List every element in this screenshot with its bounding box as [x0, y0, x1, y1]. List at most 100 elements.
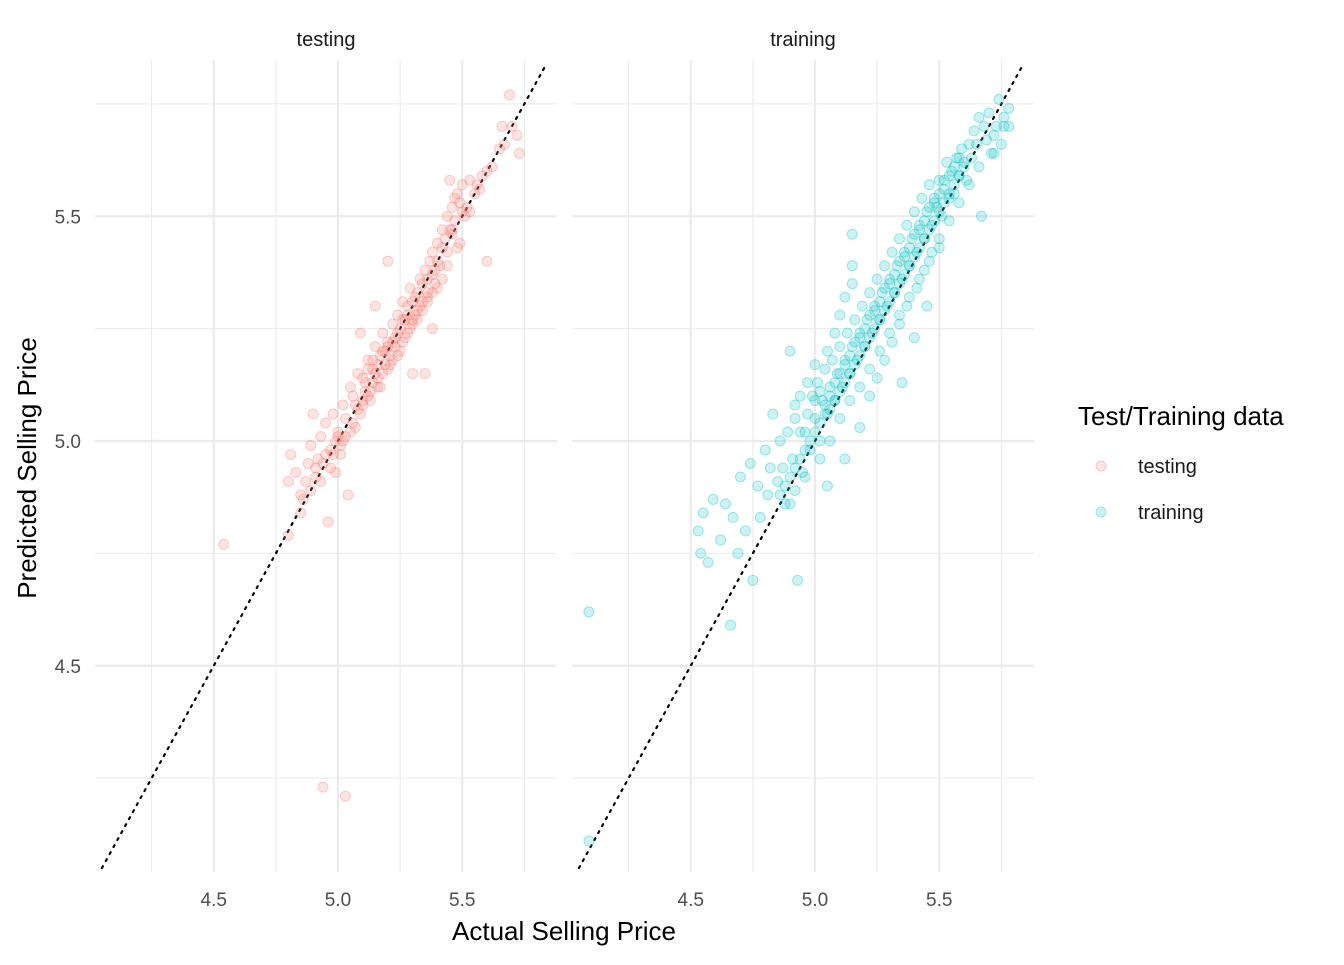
data-point-testing [421, 287, 433, 299]
data-point-testing [339, 413, 351, 425]
data-point-training [814, 417, 826, 429]
data-point-testing [362, 390, 374, 402]
data-point-testing [434, 260, 446, 272]
data-point-training [784, 471, 796, 483]
data-point-training [968, 125, 980, 137]
data-point-testing [402, 309, 414, 321]
data-point-training [831, 368, 843, 380]
data-point-testing [282, 529, 294, 541]
label-layer: testing 4.5 5.0 5.5 training 4.5 5.0 5.5 4.5 5.0 5… [12, 29, 1284, 946]
data-point-training [869, 323, 881, 335]
data-point-testing [436, 273, 448, 285]
data-point-training [792, 574, 804, 586]
data-point-training [583, 606, 595, 618]
data-point-training [995, 138, 1007, 150]
data-point-training [866, 327, 878, 339]
data-point-training [834, 341, 846, 353]
data-point-training [951, 152, 963, 164]
data-point-testing [315, 475, 327, 487]
data-point-training [794, 453, 806, 465]
data-point-training [893, 255, 905, 267]
data-point-training [816, 395, 828, 407]
data-point-training [811, 377, 823, 389]
legend-swatch-testing [1095, 460, 1107, 472]
data-point-testing [300, 475, 312, 487]
data-point-testing [367, 377, 379, 389]
data-point-training [846, 341, 858, 353]
data-point-testing [474, 183, 486, 195]
data-point-training [821, 408, 833, 420]
data-point-training [943, 192, 955, 204]
data-point-training [943, 188, 955, 200]
data-point-training [829, 395, 841, 407]
data-point-training [834, 413, 846, 425]
data-point-testing [327, 448, 339, 460]
data-point-training [744, 457, 756, 469]
data-point-training [797, 466, 809, 478]
x-tick-label: 4.5 [201, 890, 227, 911]
data-point-testing [436, 242, 448, 254]
data-point-testing [377, 327, 389, 339]
data-point-training [918, 264, 930, 276]
data-point-testing [476, 170, 488, 182]
data-point-training [884, 273, 896, 285]
data-point-testing [322, 516, 334, 528]
data-point-testing [290, 466, 302, 478]
data-point-testing [320, 448, 332, 460]
data-point-testing [325, 462, 337, 474]
data-point-testing [439, 233, 451, 245]
data-point-testing [394, 323, 406, 335]
data-point-testing [496, 120, 508, 132]
data-point-training [829, 377, 841, 389]
data-point-training [874, 345, 886, 357]
data-point-training [923, 255, 935, 267]
data-point-testing [347, 390, 359, 402]
data-point-training [772, 475, 784, 487]
data-point-testing [310, 471, 322, 483]
data-point-testing [399, 332, 411, 344]
data-point-training [802, 408, 814, 420]
data-point-testing [362, 354, 374, 366]
data-point-training [933, 206, 945, 218]
x-tick-label: 4.5 [678, 890, 704, 911]
data-point-training [839, 377, 851, 389]
data-point-testing [327, 408, 339, 420]
data-point-training [814, 386, 826, 398]
data-point-training [727, 511, 739, 523]
data-point-testing [372, 359, 384, 371]
data-point-training [782, 426, 794, 438]
data-point-testing [451, 188, 463, 200]
data-point-testing [397, 314, 409, 326]
data-point-testing [285, 448, 297, 460]
data-point-training [794, 390, 806, 402]
data-point-testing [384, 359, 396, 371]
data-point-testing [494, 143, 506, 155]
data-point-testing [426, 323, 438, 335]
data-point-testing [334, 448, 346, 460]
data-point-training [893, 318, 905, 330]
data-point-testing [369, 341, 381, 353]
data-point-training [789, 484, 801, 496]
data-point-training [720, 498, 732, 510]
data-point-testing [354, 408, 366, 420]
data-point-testing [382, 363, 394, 375]
data-point-testing [404, 323, 416, 335]
data-point-training [799, 426, 811, 438]
data-point-training [903, 260, 915, 272]
data-point-training [814, 435, 826, 447]
data-point-testing [295, 489, 307, 501]
data-point-training [583, 835, 595, 847]
data-point-testing [342, 489, 354, 501]
data-point-testing [486, 161, 498, 173]
data-point-testing [426, 269, 438, 281]
y-axis-title: Predicted Selling Price [12, 337, 42, 599]
data-point-training [821, 480, 833, 492]
data-point-training [836, 381, 848, 393]
data-point-testing [352, 368, 364, 380]
data-point-testing [392, 327, 404, 339]
data-point-training [859, 341, 871, 353]
data-point-testing [320, 417, 332, 429]
data-point-training [692, 525, 704, 537]
data-point-training [998, 120, 1010, 132]
